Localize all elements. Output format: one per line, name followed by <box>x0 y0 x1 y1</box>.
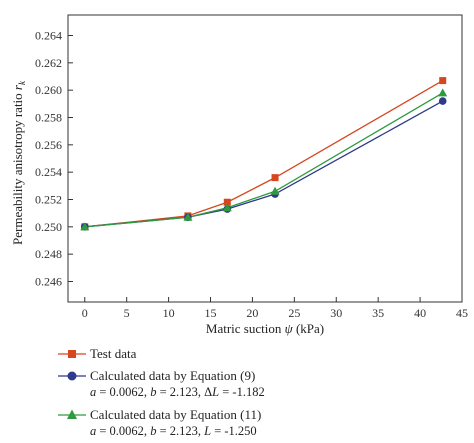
data-point-triangle <box>438 88 448 97</box>
series-line-1 <box>84 80 444 228</box>
x-tick-label: 40 <box>414 306 426 320</box>
chart-axes <box>67 14 463 303</box>
y-tick-label: 0.246 <box>35 275 62 289</box>
legend-label-equation-11: Calculated data by Equation (11) <box>90 407 262 422</box>
data-point-triangle <box>80 222 90 231</box>
legend-swatch-circle <box>58 371 86 380</box>
y-tick-label: 0.252 <box>35 193 62 207</box>
legend-label-equation-9: Calculated data by Equation (9) <box>90 368 256 383</box>
y-tick-label: 0.254 <box>35 165 62 179</box>
y-axis-label: Permeability anisotropy ratio rk <box>10 80 27 245</box>
chart-legend: Test data Calculated data by Equation (9… <box>58 345 265 440</box>
chart-series-lines <box>84 80 444 228</box>
data-point-triangle <box>270 186 280 195</box>
x-tick-label: 25 <box>288 306 300 320</box>
data-point-triangle <box>183 212 193 221</box>
x-tick-label: 20 <box>246 306 258 320</box>
x-tick-label: 5 <box>124 306 130 320</box>
plot-frame <box>67 14 463 303</box>
y-tick-label: 0.264 <box>35 29 62 43</box>
legend-params-equation-9: a = 0.0062, b = 2.123, ΔL = -1.182 <box>90 385 265 399</box>
legend-entry-equation-11: Calculated data by Equation (11) <box>58 406 265 423</box>
legend-entry-test-data: Test data <box>58 345 265 362</box>
legend-swatch-square <box>58 349 86 358</box>
series-line-3 <box>84 92 444 228</box>
chart-ticks: 0 5 10 15 20 25 30 35 40 45 0.246 0.248 0.250 0.252 0.… <box>35 29 468 321</box>
data-point-square <box>223 198 231 206</box>
y-tick-label: 0.262 <box>35 56 62 70</box>
data-point-square <box>271 174 279 182</box>
chart-markers <box>80 77 448 231</box>
legend-label-test-data: Test data <box>90 346 137 361</box>
x-tick-label: 10 <box>163 306 175 320</box>
x-tick-label: 15 <box>205 306 217 320</box>
chart-canvas: 0 5 10 15 20 25 30 35 40 45 0.246 0.248 0.250 0.252 0.… <box>10 14 468 336</box>
y-tick-label: 0.248 <box>35 247 62 261</box>
x-tick-label: 0 <box>82 306 88 320</box>
x-axis-label: Matric suction ψ (kPa) <box>206 321 324 336</box>
data-point-circle <box>438 97 447 105</box>
y-tick-label: 0.250 <box>35 220 62 234</box>
x-tick-label: 45 <box>456 306 468 320</box>
y-tick-label: 0.260 <box>35 83 62 97</box>
data-point-triangle <box>222 203 232 212</box>
legend-swatch-triangle <box>58 409 86 419</box>
data-point-square <box>439 77 447 85</box>
legend-entry-equation-9: Calculated data by Equation (9) <box>58 367 265 384</box>
x-tick-label: 35 <box>372 306 384 320</box>
y-tick-label: 0.258 <box>35 111 62 125</box>
series-line-2 <box>84 100 444 228</box>
y-tick-label: 0.256 <box>35 138 62 152</box>
x-tick-label: 30 <box>330 306 342 320</box>
legend-params-equation-11: a = 0.0062, b = 2.123, L = -1.250 <box>90 424 257 438</box>
